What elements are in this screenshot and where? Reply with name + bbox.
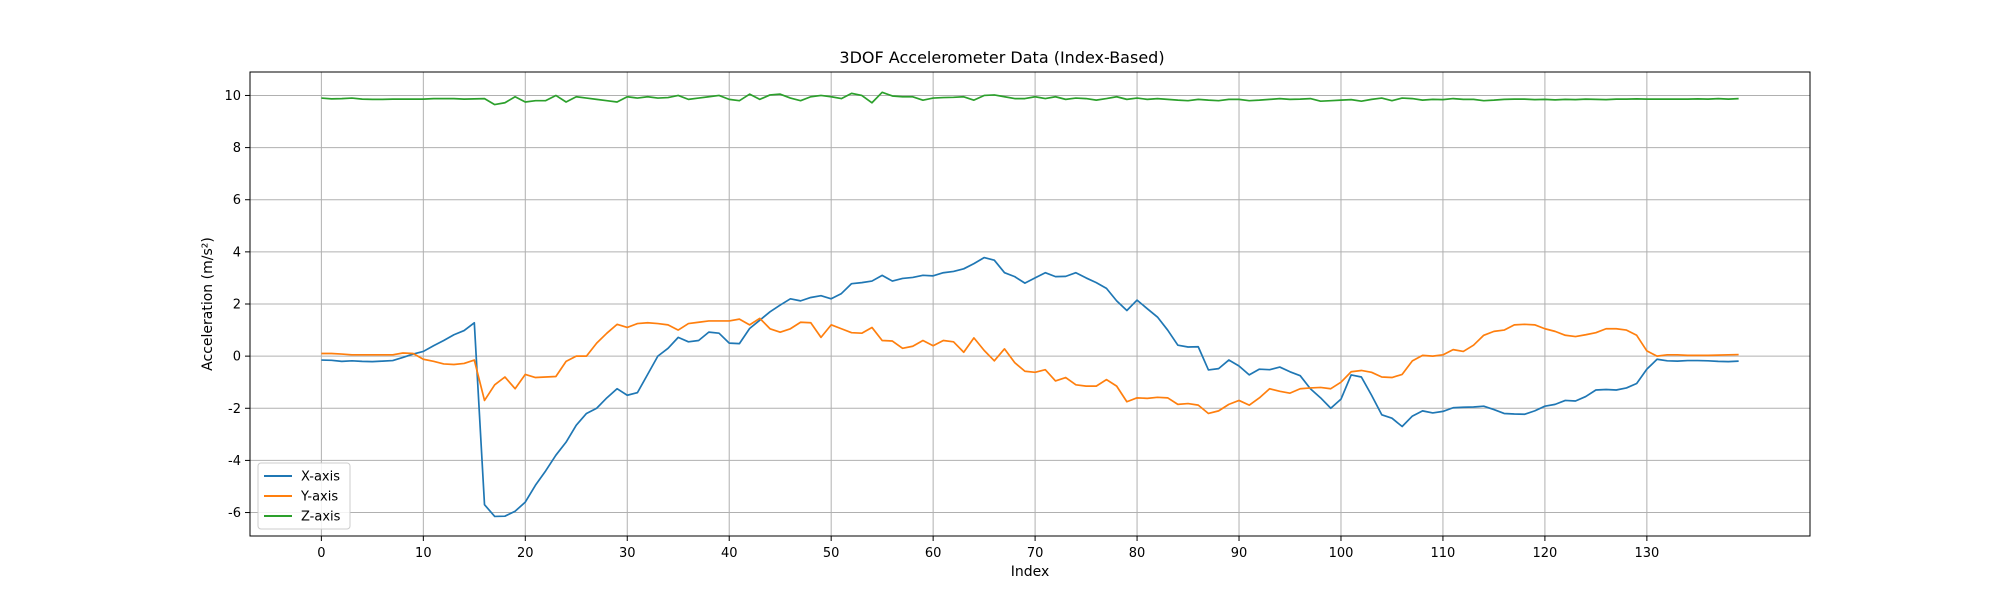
x-tick-label: 20 xyxy=(517,546,534,561)
y-tick-label: 6 xyxy=(233,193,241,208)
x-tick-label: 40 xyxy=(721,546,738,561)
y-tick-label: -6 xyxy=(228,506,241,521)
x-tick-label: 0 xyxy=(317,546,325,561)
chart-title: 3DOF Accelerometer Data (Index-Based) xyxy=(839,48,1164,67)
series-line-y-axis xyxy=(321,317,1739,415)
grid-lines xyxy=(250,72,1810,536)
y-tick-label: 8 xyxy=(233,141,241,156)
y-tick-label: 2 xyxy=(233,298,241,313)
y-tick-label: 4 xyxy=(233,245,241,260)
x-tick-label: 70 xyxy=(1027,546,1044,561)
y-axis-title: Acceleration (m/s²) xyxy=(200,237,216,371)
legend-label: Z-axis xyxy=(301,510,341,525)
x-axis-title: Index xyxy=(1011,564,1050,580)
x-tick-label: 80 xyxy=(1129,546,1146,561)
y-tick-label: 0 xyxy=(233,350,241,365)
x-tick-label: 10 xyxy=(415,546,432,561)
y-axis-ticks: -6 -4 -2 0 2 4 6 8 10 xyxy=(224,89,250,521)
y-tick-label: 10 xyxy=(224,89,241,104)
legend-items: X-axis Y-axis Z-axis xyxy=(264,470,341,525)
x-tick-label: 90 xyxy=(1231,546,1248,561)
x-tick-label: 30 xyxy=(619,546,636,561)
y-tick-label: -2 xyxy=(228,402,241,417)
x-tick-label: 110 xyxy=(1431,546,1456,561)
x-tick-label: 100 xyxy=(1329,546,1354,561)
x-axis-ticks: 0 10 20 30 40 50 60 70 80 90 100 110 120 130 xyxy=(317,536,1659,561)
x-tick-label: 130 xyxy=(1634,546,1659,561)
legend: X-axis Y-axis Z-axis xyxy=(257,462,351,530)
x-tick-label: 60 xyxy=(925,546,942,561)
x-tick-label: 120 xyxy=(1532,546,1557,561)
legend-box xyxy=(257,462,351,530)
legend-label: Y-axis xyxy=(300,490,338,505)
legend-label: X-axis xyxy=(301,470,340,485)
x-tick-label: 50 xyxy=(823,546,840,561)
y-tick-label: -4 xyxy=(228,454,241,469)
series-lines xyxy=(321,91,1739,518)
series-line-z-axis xyxy=(321,91,1739,106)
series-line-x-axis xyxy=(321,256,1739,518)
